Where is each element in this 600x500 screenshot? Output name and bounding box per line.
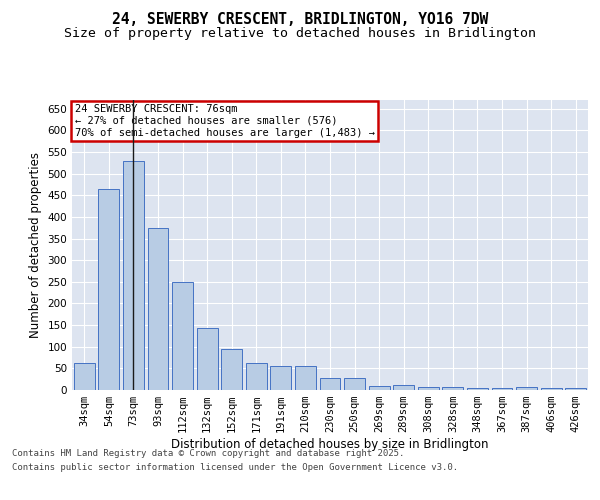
Bar <box>516 387 537 390</box>
Bar <box>442 387 463 390</box>
Bar <box>467 388 488 390</box>
Bar <box>491 388 512 390</box>
Bar <box>123 160 144 390</box>
Y-axis label: Number of detached properties: Number of detached properties <box>29 152 42 338</box>
Text: Contains public sector information licensed under the Open Government Licence v3: Contains public sector information licen… <box>12 464 458 472</box>
Bar <box>148 228 169 390</box>
Bar <box>368 386 389 390</box>
Bar <box>418 386 439 390</box>
Bar <box>320 378 340 390</box>
Text: 24 SEWERBY CRESCENT: 76sqm
← 27% of detached houses are smaller (576)
70% of sem: 24 SEWERBY CRESCENT: 76sqm ← 27% of deta… <box>74 104 374 138</box>
Bar <box>565 388 586 390</box>
Bar <box>295 366 316 390</box>
Bar <box>393 385 414 390</box>
Bar <box>246 362 267 390</box>
Text: Contains HM Land Registry data © Crown copyright and database right 2025.: Contains HM Land Registry data © Crown c… <box>12 448 404 458</box>
Bar <box>541 388 562 390</box>
X-axis label: Distribution of detached houses by size in Bridlington: Distribution of detached houses by size … <box>171 438 489 451</box>
Bar <box>74 363 95 390</box>
Bar <box>197 328 218 390</box>
Bar <box>98 188 119 390</box>
Text: 24, SEWERBY CRESCENT, BRIDLINGTON, YO16 7DW: 24, SEWERBY CRESCENT, BRIDLINGTON, YO16 … <box>112 12 488 28</box>
Bar <box>271 366 292 390</box>
Bar <box>344 378 365 390</box>
Bar <box>221 349 242 390</box>
Text: Size of property relative to detached houses in Bridlington: Size of property relative to detached ho… <box>64 28 536 40</box>
Bar <box>172 282 193 390</box>
